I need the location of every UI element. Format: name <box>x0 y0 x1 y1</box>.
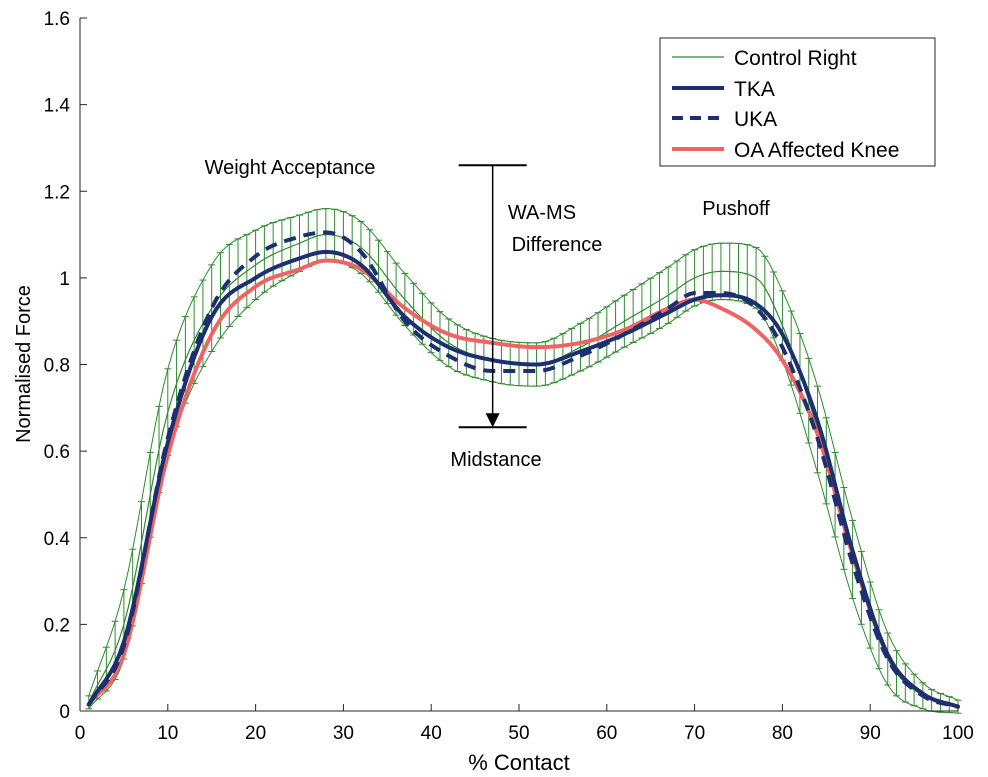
control-right-upper-line <box>88 208 959 701</box>
legend-label-control-right: Control Right <box>734 47 857 70</box>
x-tick-label: 20 <box>245 723 266 744</box>
legend-label-uka: UKA <box>734 108 777 131</box>
y-axis-label: Normalised Force <box>13 285 35 443</box>
x-tick-label: 10 <box>157 723 178 744</box>
y-tick-label: 0.6 <box>44 442 70 463</box>
annotation-weight-acceptance: Weight Acceptance <box>205 157 376 179</box>
series-line-oa-affected-knee <box>86 258 960 709</box>
legend: Control Right TKA UKA OA Affected Knee <box>659 37 936 167</box>
annotation-wa-ms: WA-MS <box>508 202 576 224</box>
annotation-midstance: Midstance <box>450 449 541 471</box>
x-tick-label: 40 <box>421 723 442 744</box>
x-tick-label: 50 <box>508 723 529 744</box>
y-tick-label: 0.8 <box>44 356 70 377</box>
legend-label-oa-affected-knee: OA Affected Knee <box>734 139 899 162</box>
x-tick-label: 80 <box>772 723 793 744</box>
wa-ms-difference-arrow <box>458 164 527 429</box>
x-tick-label: 30 <box>333 723 354 744</box>
legend-box <box>659 37 936 167</box>
series-line-tka <box>86 249 960 709</box>
x-tick-label: 0 <box>75 723 86 744</box>
y-tick-label: 1 <box>59 269 70 290</box>
chart-marks <box>85 208 962 714</box>
x-axis-label: % Contact <box>468 750 570 775</box>
y-tick-label: 1.6 <box>44 9 70 30</box>
y-tick-label: 1.2 <box>44 182 70 203</box>
control-right-lower-line <box>88 260 959 714</box>
y-ticks: 0 0.2 0.4 0.6 0.8 1 1.2 1.4 1.6 <box>44 9 87 723</box>
axes: 0 10 20 30 40 50 60 70 80 90 100 0 0.2 0.4 0.6 0.8 1 1.2… <box>13 9 974 775</box>
annotation-difference: Difference <box>512 234 603 256</box>
annotations: Weight Acceptance WA-MS Difference Midst… <box>205 157 771 471</box>
x-tick-label: 90 <box>860 723 881 744</box>
x-tick-label: 60 <box>596 723 617 744</box>
x-tick-label: 70 <box>684 723 705 744</box>
x-ticks: 0 10 20 30 40 50 60 70 80 90 100 <box>75 704 974 744</box>
y-tick-label: 0.2 <box>44 615 70 636</box>
series-line-uka <box>87 230 959 709</box>
legend-label-tka: TKA <box>734 78 775 101</box>
difference-arrowhead <box>485 413 500 428</box>
annotation-pushoff: Pushoff <box>702 198 770 220</box>
y-tick-label: 1.4 <box>44 96 71 117</box>
x-tick-label: 100 <box>942 723 974 744</box>
y-tick-label: 0.4 <box>44 529 71 550</box>
y-tick-label: 0 <box>59 702 70 723</box>
